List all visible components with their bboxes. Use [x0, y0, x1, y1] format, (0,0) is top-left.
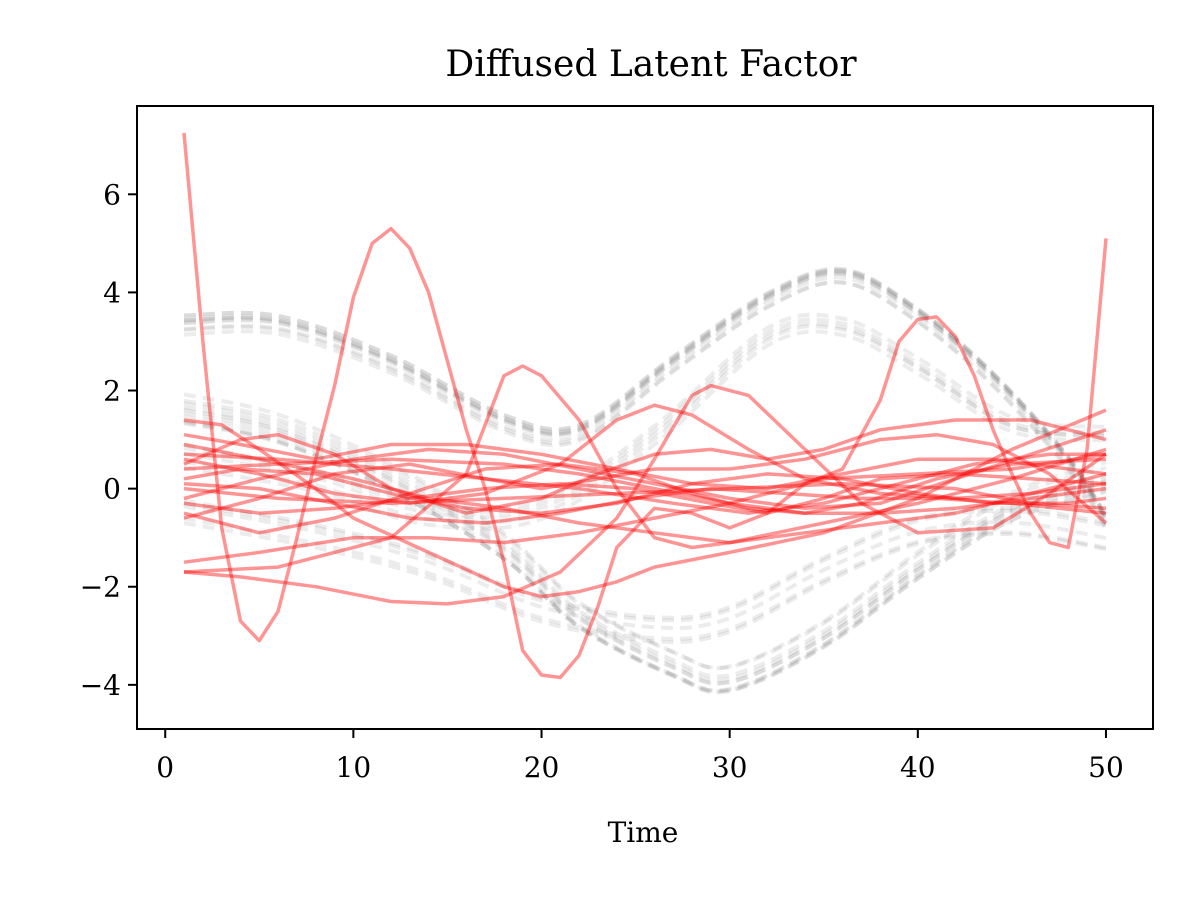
series-line-s7: [183, 442, 1107, 545]
reference-line-0-6: [183, 267, 1108, 518]
reference-line-0-8: [183, 266, 1108, 517]
x-tick-label: 0: [156, 751, 174, 784]
reference-line-1-4: [183, 410, 1107, 686]
reference-line-3-3: [183, 521, 1107, 644]
series-line-s13: [183, 472, 1107, 515]
diffused-series: [182, 132, 1108, 680]
y-tick-label: 6: [103, 178, 121, 211]
reference-line-1-0: [183, 414, 1107, 694]
series-line-s5: [183, 383, 1107, 606]
reference-line-1-8: [183, 405, 1107, 682]
reference-line-2-2: [183, 324, 1107, 526]
reference-line-0-9: [183, 269, 1108, 518]
reference-line-2-4: [183, 312, 1107, 511]
reference-line-1-3: [183, 392, 1107, 671]
x-axis: 0 10 20 30 40 50: [156, 729, 1124, 784]
series-line-s2: [183, 452, 1107, 564]
plot-frame: [136, 105, 1154, 730]
series-line-s17: [183, 481, 1107, 511]
reference-line-0-5: [183, 275, 1108, 523]
x-axis-label: Time: [608, 816, 679, 849]
reference-line-1-7: [183, 407, 1107, 686]
reference-line-0-3: [183, 280, 1108, 528]
reference-line-0-0: [183, 270, 1108, 519]
reference-line-1-5: [183, 401, 1107, 679]
reference-line-0-2: [183, 271, 1108, 521]
series-line-s16: [183, 457, 1107, 535]
reference-line-3-0: [183, 498, 1107, 620]
reference-line-3-1: [183, 516, 1107, 641]
reference-line-0-7: [183, 270, 1108, 521]
y-tick-label: 2: [103, 375, 121, 408]
series-line-s6: [183, 418, 1107, 515]
x-tick-label: 20: [524, 751, 560, 784]
series-line-s8: [183, 428, 1107, 511]
series-line-s14: [183, 432, 1107, 491]
x-tick-label: 50: [1088, 751, 1124, 784]
y-tick-label: 0: [103, 473, 121, 506]
reference-trajectories: [183, 266, 1108, 695]
series-line-s3: [183, 364, 1107, 574]
reference-line-0-4: [183, 268, 1108, 518]
reference-line-3-4: [183, 501, 1107, 623]
reference-line-1-9: [183, 420, 1107, 694]
reference-line-0-1: [183, 280, 1108, 531]
series-line-s11: [183, 457, 1107, 515]
reference-line-1-1: [183, 398, 1107, 670]
chart-title: Diffused Latent Factor: [445, 44, 857, 85]
series-line-s12: [183, 481, 1107, 525]
y-tick-label: −2: [80, 571, 121, 604]
x-tick-label: 30: [712, 751, 748, 784]
reference-line-1-6: [183, 421, 1107, 693]
series-line-s9: [183, 403, 1107, 506]
series-line-s4: [183, 408, 1107, 599]
x-tick-label: 40: [900, 751, 936, 784]
y-tick-label: −4: [80, 669, 121, 702]
y-axis: −4 −2 0 2 4 6: [80, 178, 137, 702]
series-line-s18: [183, 452, 1106, 515]
reference-line-2-0: [183, 321, 1107, 520]
reference-line-2-3: [183, 317, 1107, 515]
series-line-s15: [183, 467, 1107, 515]
y-tick-label: 4: [103, 276, 121, 309]
series-line-s1: [182, 132, 1108, 680]
reference-line-3-2: [183, 504, 1107, 631]
series-line-s10: [183, 432, 1108, 525]
reference-line-1-2: [183, 418, 1107, 695]
x-tick-label: 10: [336, 751, 372, 784]
reference-line-2-1: [183, 329, 1107, 531]
